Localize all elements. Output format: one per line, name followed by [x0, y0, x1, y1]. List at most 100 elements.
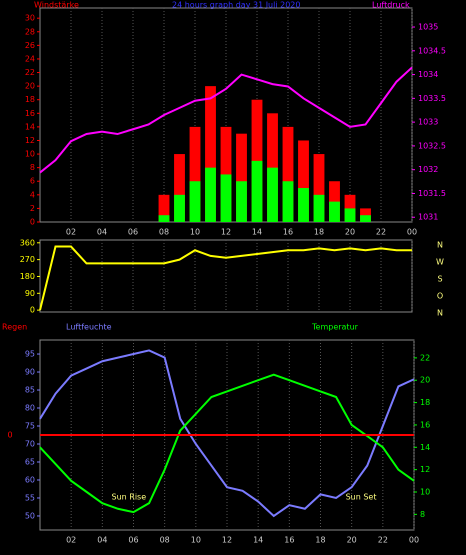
- x-tick-label: 18: [314, 228, 324, 237]
- x-tick-label: 08: [160, 536, 170, 545]
- wind-bar: [298, 140, 309, 222]
- wind-label: Windstärke: [34, 1, 79, 10]
- chart-title: 24 hours graph day 31 Juli 2020: [172, 1, 300, 10]
- x-tick-label: 18: [315, 536, 325, 545]
- data-line: [39, 349, 415, 518]
- y2-tick-label: 1033.5: [418, 94, 446, 103]
- x-tick-label: 08: [159, 228, 169, 237]
- y2-tick-label: 8: [420, 510, 425, 519]
- annotation: Sun Set: [346, 493, 377, 502]
- compass-label: W: [436, 258, 444, 267]
- y2-tick-label: 14: [420, 443, 430, 452]
- y-tick-label: 12: [25, 136, 35, 145]
- x-tick-label: 20: [347, 536, 357, 545]
- y-tick-label: 0: [30, 306, 35, 315]
- y2-tick-label: 1034.5: [418, 46, 446, 55]
- x-tick-label: 14: [253, 536, 263, 545]
- data-line: [39, 373, 415, 514]
- y2-tick-label: 1033: [418, 118, 438, 127]
- y2-tick-label: 1031.5: [418, 189, 446, 198]
- y-tick-label: 50: [25, 511, 35, 520]
- wind-bar: [329, 201, 340, 222]
- compass-label: N: [437, 309, 443, 318]
- wind-bar: [267, 167, 278, 222]
- x-tick-label: 12: [222, 536, 232, 545]
- annotation: Sun Rise: [112, 493, 147, 502]
- y-tick-label: 360: [20, 238, 35, 247]
- y2-tick-label: 1034: [418, 70, 438, 79]
- wind-bar: [174, 194, 185, 222]
- y-tick-label: 90: [25, 368, 35, 377]
- x-tick-label: 14: [252, 228, 262, 237]
- x-tick-label: 22: [378, 536, 388, 545]
- y-tick-label: 2: [30, 204, 35, 213]
- y-tick-label: 16: [25, 109, 35, 118]
- compass-label: N: [437, 241, 443, 250]
- y-tick-label: 6: [30, 177, 35, 186]
- x-tick-label: 20: [345, 228, 355, 237]
- y2-tick-label: 1035: [418, 23, 438, 32]
- x-tick-label: 16: [284, 536, 294, 545]
- x-tick-label: 22: [376, 228, 386, 237]
- wind-bar: [298, 188, 309, 222]
- pressure-label: Luftdruck: [372, 1, 410, 10]
- compass-label: S: [437, 275, 442, 284]
- wind-bar: [158, 215, 170, 222]
- y-tick-label: 65: [25, 457, 35, 466]
- x-tick-label: 04: [97, 228, 107, 237]
- wind-bar: [282, 126, 294, 222]
- y-tick-label: 70: [25, 439, 35, 448]
- data-line: [39, 66, 413, 174]
- y-tick-label: 24: [25, 54, 35, 63]
- wind-bar: [220, 174, 232, 222]
- y-tick-label: 0: [30, 218, 35, 227]
- wind-bar: [344, 208, 356, 222]
- wind-bar: [158, 194, 170, 222]
- y-tick-label: 18: [25, 95, 35, 104]
- y-tick-label: 10: [25, 150, 35, 159]
- humidity-label: Luftfeuchte: [66, 323, 112, 332]
- compass-label: O: [437, 292, 443, 301]
- data-line: [39, 245, 412, 311]
- wind-bar: [205, 86, 216, 222]
- y2-tick-label: 10: [420, 488, 430, 497]
- y-tick-label: 55: [25, 493, 35, 502]
- y-tick-label: 20: [25, 82, 35, 91]
- wind-bar: [251, 160, 263, 222]
- x-tick-label: 02: [66, 536, 76, 545]
- y-tick-label: 14: [25, 122, 35, 131]
- wind-bar: [205, 167, 216, 222]
- y2-tick-label: 18: [420, 398, 430, 407]
- y2-tick-label: 22: [420, 353, 430, 362]
- y2-tick-label: 1032.5: [418, 141, 446, 150]
- x-tick-label: 04: [97, 536, 107, 545]
- y-tick-label: 4: [30, 190, 35, 199]
- y2-tick-label: 1031: [418, 213, 438, 222]
- x-tick-label: 00: [407, 228, 417, 237]
- x-tick-label: 06: [128, 228, 138, 237]
- y-tick-label: 60: [25, 475, 35, 484]
- y-tick-label: 180: [20, 272, 35, 281]
- y-tick-label: 26: [25, 41, 35, 50]
- y-tick-label: 30: [25, 14, 35, 23]
- wind-bar: [313, 154, 325, 222]
- wind-bar: [282, 181, 294, 222]
- x-tick-label: 16: [283, 228, 293, 237]
- y-tick-label: 28: [25, 27, 35, 36]
- y2-tick-label: 1032: [418, 165, 438, 174]
- wind-bar: [189, 181, 201, 222]
- x-tick-label: 10: [191, 536, 201, 545]
- wind-bar: [360, 215, 371, 222]
- y-tick-label: 75: [25, 422, 35, 431]
- rain-label: Regen: [2, 323, 27, 332]
- x-tick-label: 00: [409, 536, 419, 545]
- wind-bar: [236, 181, 247, 222]
- x-tick-label: 06: [128, 536, 138, 545]
- y2-tick-label: 20: [420, 376, 430, 385]
- y2-tick-label: 12: [420, 465, 430, 474]
- y-tick-label: 80: [25, 404, 35, 413]
- x-tick-label: 12: [221, 228, 231, 237]
- y2-tick-label: 16: [420, 420, 430, 429]
- y-tick-label: 8: [30, 163, 35, 172]
